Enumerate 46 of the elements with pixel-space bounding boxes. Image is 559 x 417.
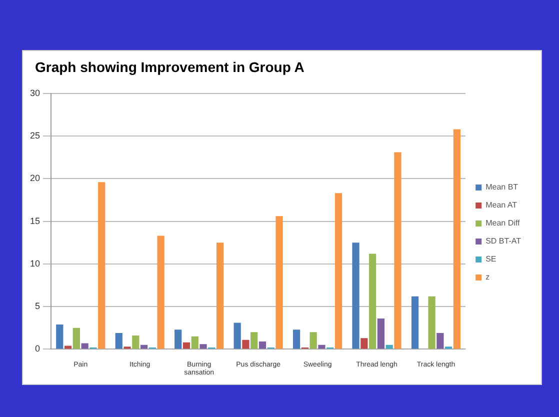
bar (132, 336, 140, 349)
y-tick-label: 0 (34, 344, 40, 354)
bar (216, 242, 224, 349)
bar (318, 344, 326, 349)
bar (453, 129, 461, 349)
bar (377, 318, 385, 349)
bar (394, 152, 402, 349)
bar (352, 242, 360, 349)
bar (368, 254, 376, 349)
bar (242, 340, 250, 349)
bar (56, 324, 64, 349)
legend-label: Mean AT (486, 200, 518, 210)
y-tick-label: 10 (30, 258, 40, 268)
y-tick-label: 30 (30, 88, 40, 98)
bar (157, 236, 164, 349)
bar (234, 322, 241, 349)
y-tick-label: 5 (34, 301, 40, 312)
bar (200, 344, 207, 349)
y-tick-label: 20 (30, 173, 40, 184)
legend-label: SE (486, 254, 496, 264)
legend-label: SD BT-AT (486, 236, 522, 246)
bar (182, 342, 190, 349)
bar (250, 332, 258, 349)
bar (386, 344, 393, 349)
chart-title: Graph showing Improvement in Group A (35, 59, 304, 75)
bar (436, 333, 444, 349)
bar (411, 296, 419, 349)
bar (258, 342, 266, 349)
bar (81, 343, 88, 349)
bar (140, 344, 148, 349)
bar (174, 330, 182, 349)
bar (72, 328, 80, 349)
legend-label: Mean BT (486, 182, 518, 192)
bar (428, 296, 436, 349)
bar (292, 330, 300, 349)
bar (191, 336, 198, 349)
legend-label: z (486, 272, 490, 282)
bar (310, 332, 317, 349)
bar (360, 338, 368, 349)
y-tick-label: 15 (30, 216, 40, 226)
bar (334, 193, 342, 349)
y-tick-label: 25 (30, 130, 40, 141)
bar (98, 182, 106, 349)
legend-label: Mean Diff (486, 218, 520, 228)
bar (276, 216, 283, 349)
bar (115, 333, 122, 349)
